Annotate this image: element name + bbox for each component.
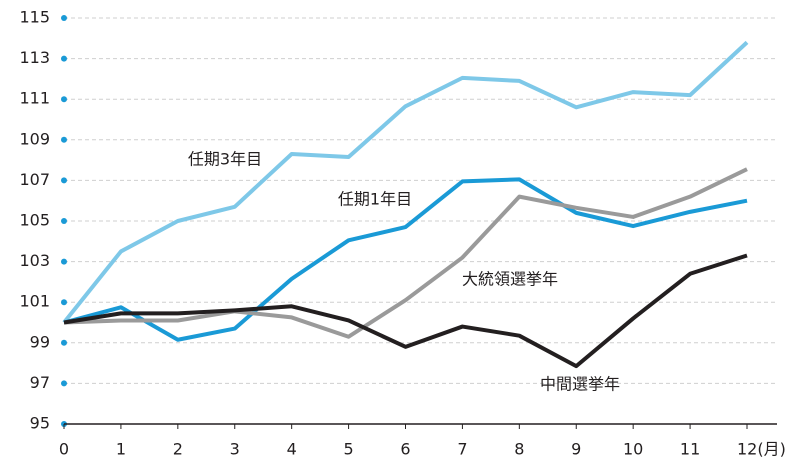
- x-tick-label: 2: [173, 440, 183, 459]
- series-label: 任期3年目: [188, 150, 262, 169]
- x-tick-label: 1: [116, 440, 126, 459]
- x-tick-label: 3: [230, 440, 240, 459]
- x-tick-label: 12(月): [737, 440, 786, 459]
- x-tick-label: 8: [514, 440, 524, 459]
- y-tick-label: 113: [19, 48, 50, 67]
- y-tick-label: 111: [19, 89, 50, 108]
- y-tick-label: 103: [19, 251, 50, 270]
- y-tick-mark: [61, 339, 67, 346]
- y-tick-mark: [61, 177, 67, 184]
- x-tick-label: 0: [59, 440, 69, 459]
- y-tick-mark: [61, 55, 67, 62]
- y-tick-label: 109: [19, 129, 50, 148]
- series-line: [63, 167, 748, 339]
- series-label: 任期1年目: [338, 190, 412, 209]
- y-tick-label: 99: [30, 332, 50, 351]
- y-tick-mark: [61, 136, 67, 143]
- y-tick-label: 101: [19, 292, 50, 311]
- x-tick-label: 9: [571, 440, 581, 459]
- series-line: [63, 253, 748, 369]
- series-label: 中間選挙年: [540, 375, 620, 394]
- x-tick-label: 4: [287, 440, 297, 459]
- series-line: [62, 40, 749, 324]
- y-tick-label: 107: [19, 170, 50, 189]
- x-tick-label: 5: [343, 440, 353, 459]
- y-tick-mark: [61, 96, 67, 103]
- x-tick-label: 11: [680, 440, 700, 459]
- x-tick-label: 6: [400, 440, 410, 459]
- y-tick-mark: [61, 218, 67, 224]
- series-label: 大統領選挙年: [462, 270, 558, 289]
- y-tick-mark: [61, 258, 67, 265]
- y-tick-label: 105: [19, 211, 50, 230]
- series-line: [63, 177, 748, 342]
- y-tick-mark: [61, 299, 67, 306]
- y-tick-label: 95: [30, 414, 50, 433]
- x-tick-label: 7: [457, 440, 467, 459]
- y-tick-label: 115: [19, 8, 50, 27]
- x-tick-label: 10: [623, 440, 643, 459]
- y-tick-label: 97: [30, 373, 50, 392]
- y-tick-mark: [61, 380, 67, 387]
- y-tick-mark: [61, 15, 67, 21]
